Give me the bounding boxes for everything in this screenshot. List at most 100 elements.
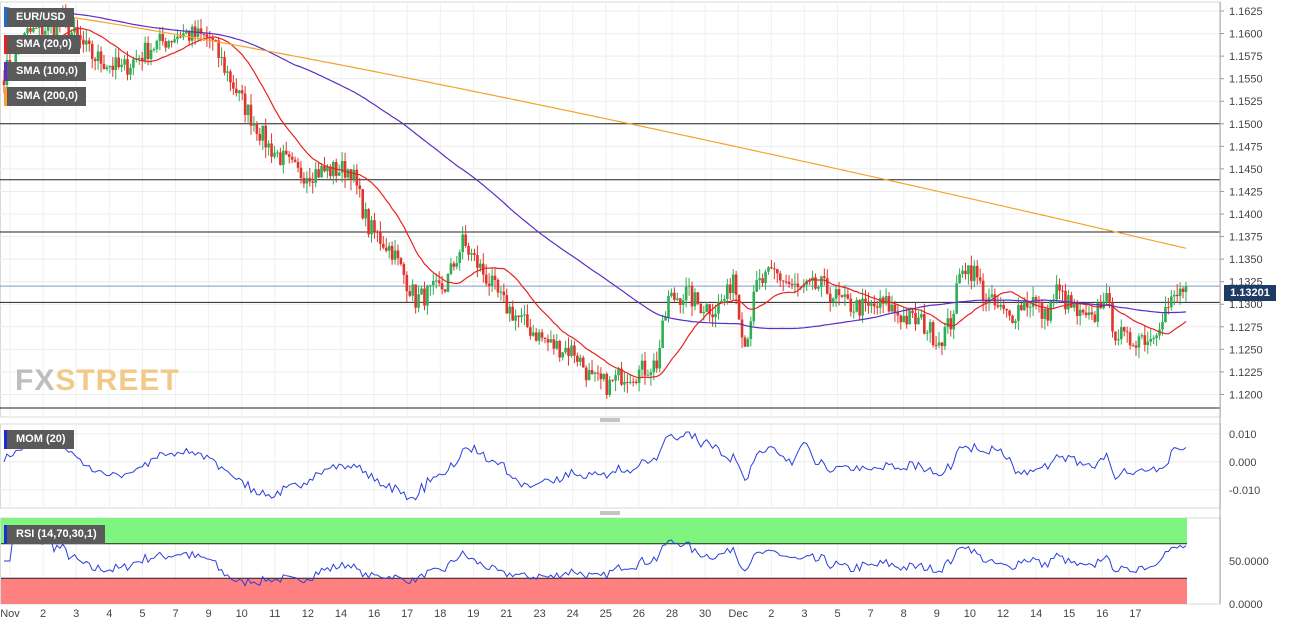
candle-body xyxy=(408,291,412,296)
candle-body xyxy=(1078,309,1082,317)
candle-body xyxy=(714,313,717,318)
candle-body xyxy=(232,82,235,89)
candle-body xyxy=(558,340,562,358)
candle-body xyxy=(55,20,59,36)
candle-body xyxy=(290,156,294,160)
candle-body xyxy=(734,274,738,295)
candle-body xyxy=(543,337,547,339)
candle-body xyxy=(934,345,938,347)
candle-body xyxy=(975,265,979,278)
candle-body xyxy=(1011,315,1014,324)
candle-body xyxy=(155,40,159,50)
candle-body xyxy=(996,305,1000,307)
candle-body xyxy=(620,368,623,385)
candle-body xyxy=(605,373,609,395)
candle-body xyxy=(361,189,365,219)
candle-body xyxy=(493,275,497,280)
candle-body xyxy=(529,327,532,336)
candle-body xyxy=(923,314,926,334)
time-tick-label: 17 xyxy=(401,608,413,620)
candle-body xyxy=(376,231,379,233)
candle-body xyxy=(1014,320,1017,324)
momentum-panel xyxy=(3,431,1187,501)
candle-body xyxy=(237,90,241,94)
candle-body xyxy=(1169,296,1173,308)
candle-body xyxy=(546,338,550,343)
candle-body xyxy=(967,265,970,275)
time-tick-label: 5 xyxy=(834,608,840,620)
candle-body xyxy=(593,372,597,374)
candle-body xyxy=(85,40,88,45)
time-tick-label: 3 xyxy=(801,608,807,620)
candle-body xyxy=(167,41,170,48)
fxstreet-logo: FXSTREET xyxy=(15,364,180,397)
candle-body xyxy=(1040,301,1044,319)
candle-body xyxy=(461,234,464,253)
candle-body xyxy=(784,281,788,283)
candle-body xyxy=(258,134,262,141)
time-tick-label: 7 xyxy=(172,608,178,620)
candle-body xyxy=(972,265,976,281)
candle-body xyxy=(1172,294,1176,297)
candle-body xyxy=(564,347,567,353)
candle-body xyxy=(261,125,265,141)
time-tick-label: 21 xyxy=(500,608,512,620)
candle-body xyxy=(414,284,417,308)
candle-body xyxy=(834,289,838,299)
candle-body xyxy=(602,373,606,380)
candle-body xyxy=(1084,312,1088,316)
price-tick-label: 1.1525 xyxy=(1229,96,1263,108)
candle-body xyxy=(132,59,135,68)
candle-body xyxy=(720,300,723,303)
candle-body xyxy=(1181,288,1185,292)
candle-body xyxy=(390,245,394,260)
candle-body xyxy=(746,339,750,347)
candle-body xyxy=(464,234,467,246)
candle-body xyxy=(1108,293,1111,303)
candle-body xyxy=(140,57,144,61)
candle-body xyxy=(490,275,494,286)
candle-body xyxy=(29,28,32,32)
candle-body xyxy=(479,263,482,268)
candle-body xyxy=(437,280,441,284)
candle-body xyxy=(870,303,873,306)
panel-frame-0 xyxy=(0,1,1221,418)
candle-body xyxy=(728,284,732,294)
candle-body xyxy=(1046,308,1050,321)
candle-body xyxy=(1070,295,1073,308)
candle-body xyxy=(584,367,588,381)
time-tick-label: 16 xyxy=(368,608,380,620)
price-tick-label: 1.1200 xyxy=(1229,389,1263,401)
candle-body xyxy=(599,373,603,380)
candle-body xyxy=(1167,307,1170,309)
time-tick-label: 12 xyxy=(997,608,1009,620)
candle-body xyxy=(226,71,229,73)
candle-body xyxy=(1125,331,1129,333)
candle-body xyxy=(790,284,794,286)
candle-body xyxy=(999,304,1003,307)
rsi-tick-label: 0.0000 xyxy=(1229,599,1263,611)
price-tick-label: 1.1350 xyxy=(1229,254,1263,266)
candle-body xyxy=(778,273,782,281)
candle-body xyxy=(628,381,632,383)
candle-body xyxy=(896,312,900,316)
candle-body xyxy=(752,291,756,322)
candle-body xyxy=(199,28,203,34)
candle-body xyxy=(332,161,335,177)
candle-body xyxy=(481,263,485,275)
candle-body xyxy=(526,314,529,328)
candle-body xyxy=(611,379,614,381)
candle-body xyxy=(1178,288,1182,297)
candle-body xyxy=(1005,308,1008,311)
time-tick-label: 4 xyxy=(106,608,112,620)
candle-body xyxy=(755,280,759,292)
candle-body xyxy=(984,301,988,304)
rsi-label: RSI (14,70,30,1) xyxy=(4,525,105,544)
candle-body xyxy=(917,317,920,325)
candle-body xyxy=(1055,284,1058,300)
candle-body xyxy=(1152,338,1155,340)
candle-body xyxy=(837,289,841,296)
candle-body xyxy=(749,321,753,340)
candle-body xyxy=(1161,322,1164,330)
candle-body xyxy=(205,34,209,38)
